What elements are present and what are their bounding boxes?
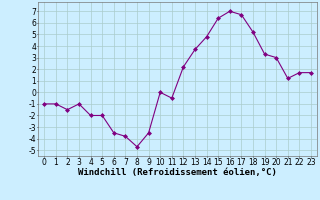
- X-axis label: Windchill (Refroidissement éolien,°C): Windchill (Refroidissement éolien,°C): [78, 168, 277, 177]
